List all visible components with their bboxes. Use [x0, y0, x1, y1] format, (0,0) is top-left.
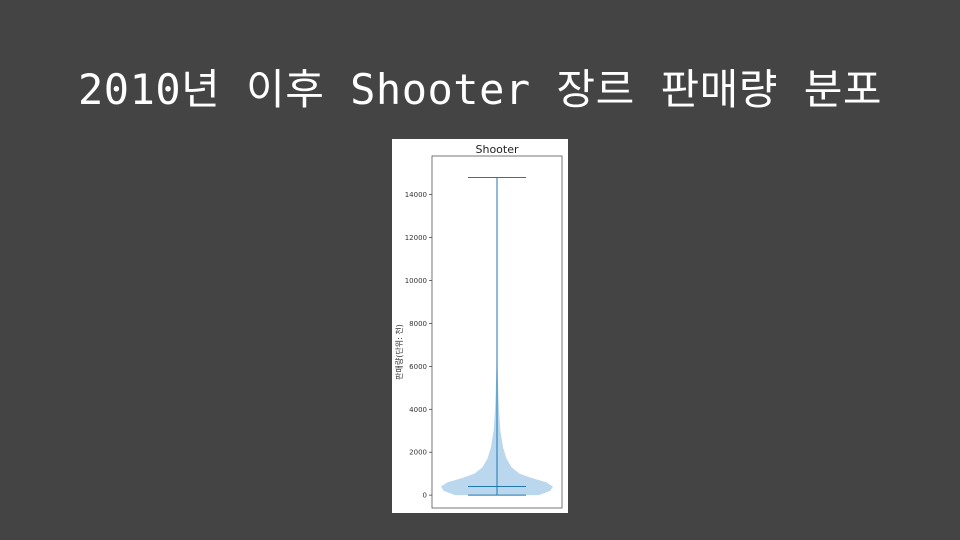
y-tick-label: 4000 — [409, 406, 427, 414]
y-tick-label: 0 — [423, 492, 427, 500]
axes-frame — [431, 155, 563, 509]
y-tick-label: 10000 — [405, 277, 427, 285]
y-tick-label: 2000 — [409, 449, 427, 457]
y-tick-label: 12000 — [405, 234, 427, 242]
y-tick-label: 8000 — [409, 320, 427, 328]
chart-card: Shooter 판매량(단위: 천) 0 2000 4000 6000 8000 10000 1… — [392, 139, 568, 513]
violin-chart: Shooter 판매량(단위: 천) 0 2000 4000 6000 8000 10000 1… — [394, 143, 563, 509]
y-tick-label: 6000 — [409, 363, 427, 371]
chart-title: Shooter — [475, 143, 518, 156]
slide-title: 2010년 이후 Shooter 장르 판매량 분포 — [78, 65, 882, 114]
y-tick-label: 14000 — [405, 191, 427, 199]
y-axis-label: 판매량(단위: 천) — [394, 324, 404, 380]
